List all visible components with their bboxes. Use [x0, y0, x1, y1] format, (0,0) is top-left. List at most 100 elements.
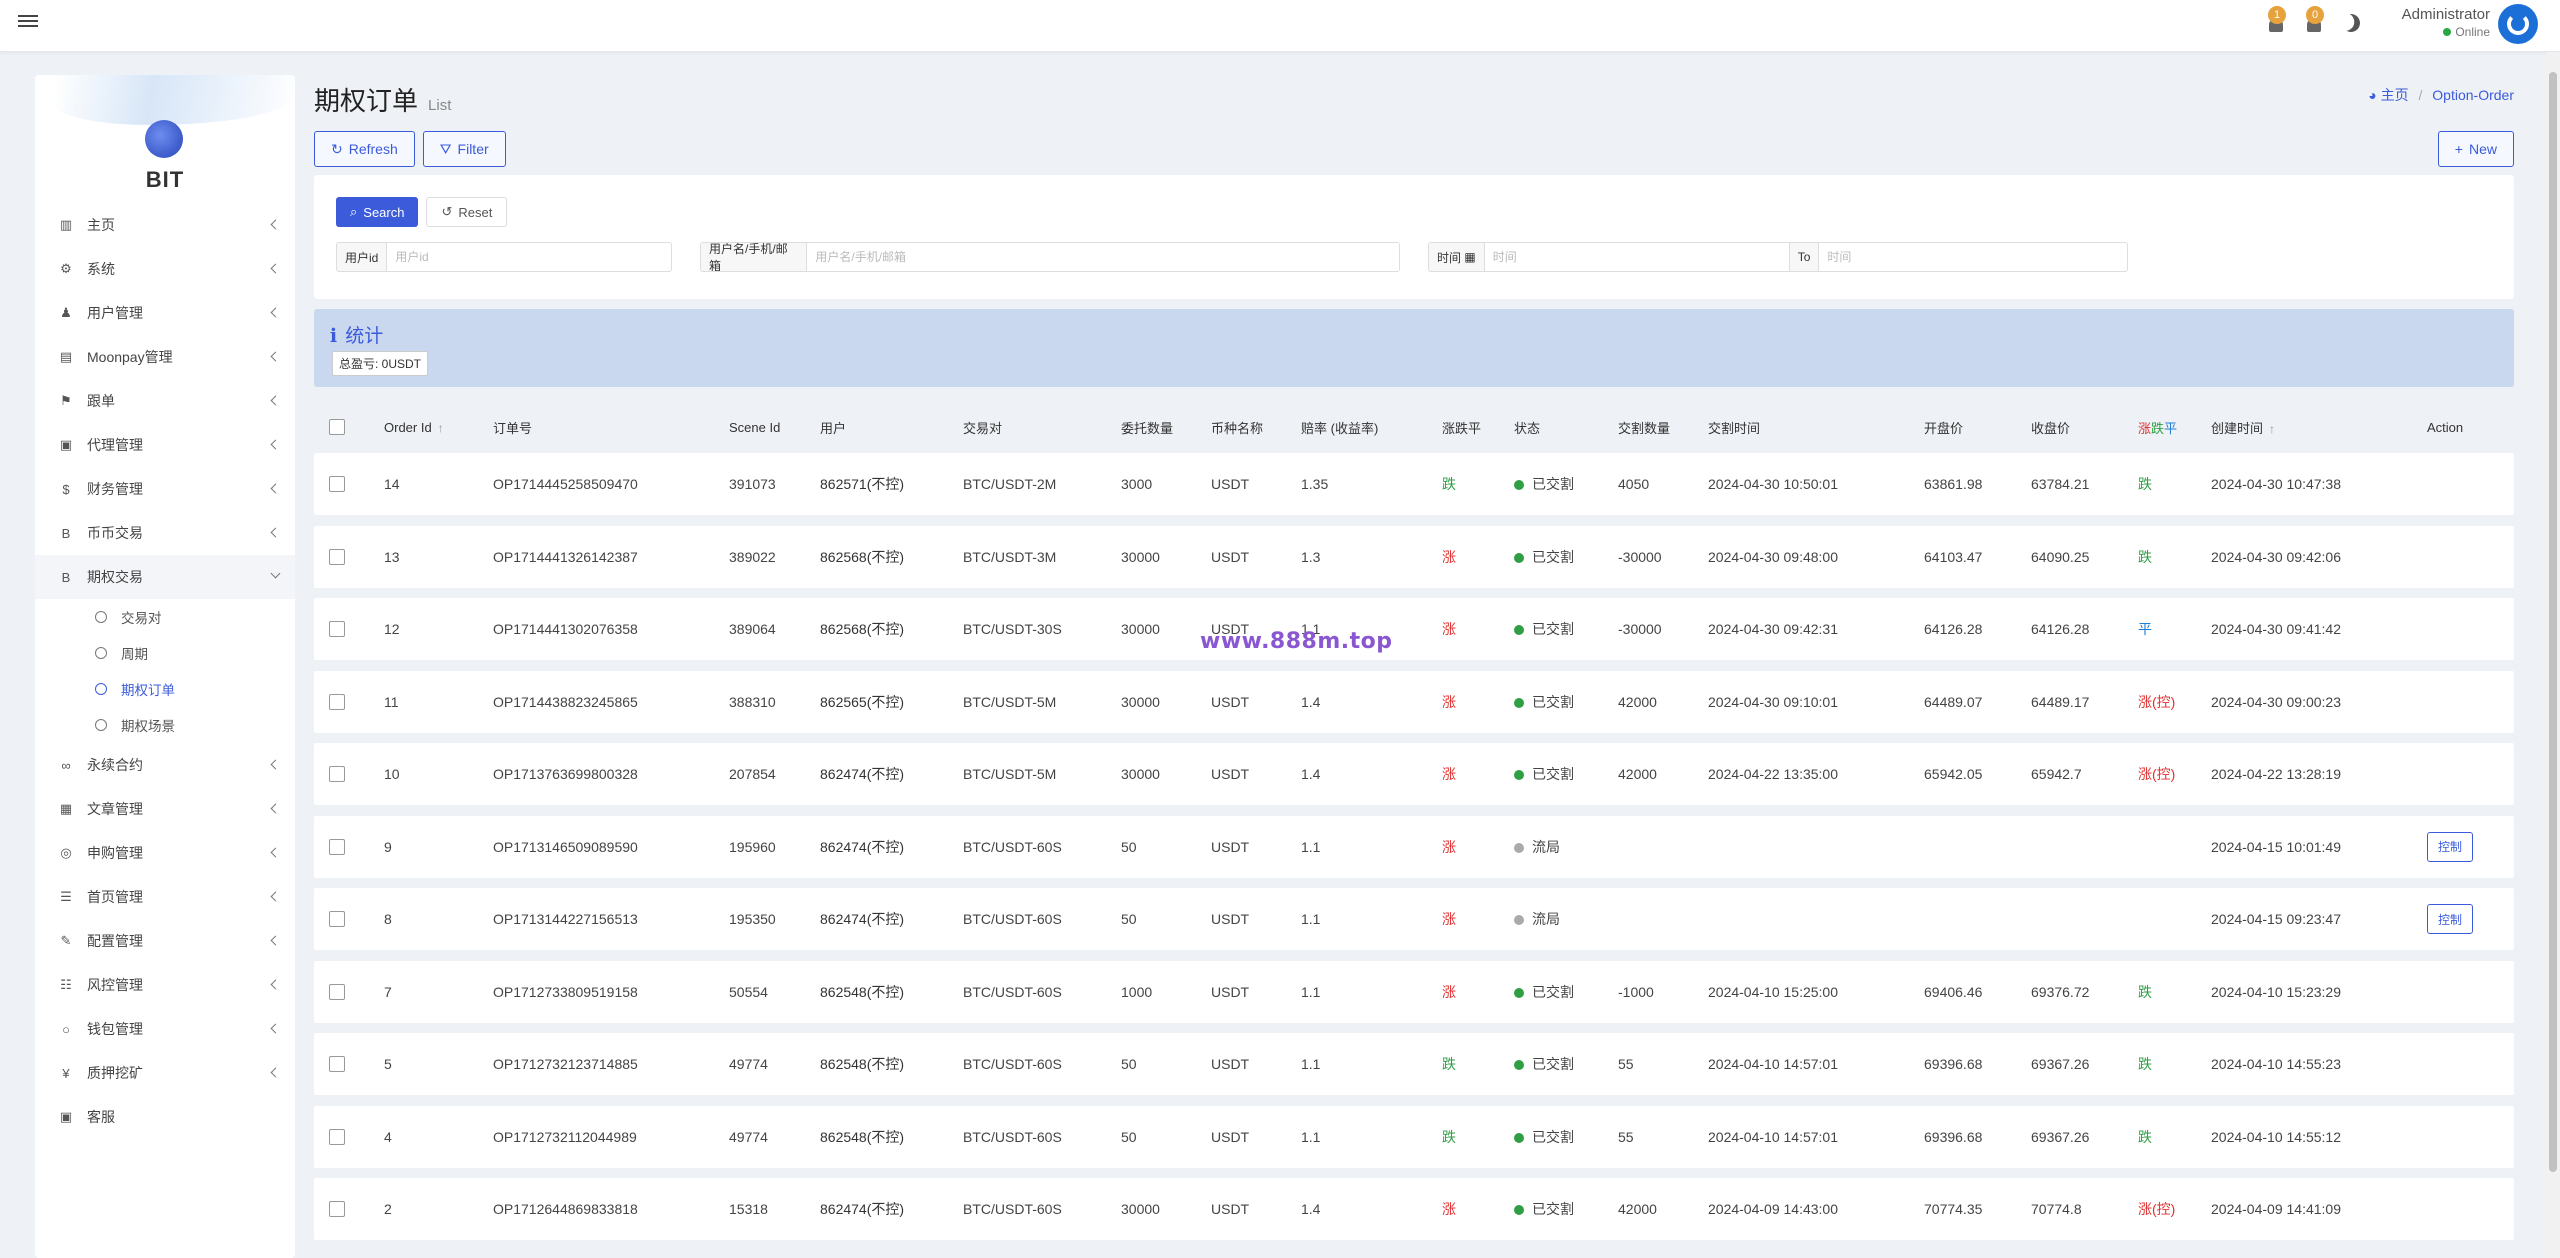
avatar[interactable] [2498, 4, 2538, 44]
result-legend-up: 涨 [2138, 420, 2152, 436]
cell-dir: 涨 [1442, 548, 1456, 565]
sidebar-item-1-items_after[interactable]: ▦ 文章管理 [35, 787, 295, 831]
message-bell-icon[interactable]: 0 [2304, 6, 2326, 36]
column-header-label: Order Id [384, 419, 432, 435]
total-profit-tag: 总盈亏: 0USDT [332, 351, 429, 376]
row-checkbox[interactable] [329, 983, 345, 1000]
sidebar-item-8-items_after[interactable]: ▣ 客服 [35, 1095, 295, 1139]
control-button[interactable]: 控制 [2427, 904, 2474, 934]
filter-button[interactable]: ⛛ Filter [422, 131, 506, 167]
row-checkbox[interactable] [329, 1056, 345, 1072]
sidebar-item-7-items_after[interactable]: ¥ 质押挖矿 [35, 1051, 295, 1095]
row-checkbox[interactable] [329, 693, 345, 710]
sidebar-item-label: 客服 [87, 1109, 115, 1125]
column-header[interactable]: 创建时间 ↑ [2211, 418, 2427, 437]
cell-open: 70774.35 [1924, 1201, 1983, 1217]
column-header: Action [2427, 420, 2507, 435]
cell-qty: 30000 [1121, 621, 1160, 637]
status-dot-icon [1514, 842, 1524, 853]
cell-qty: 50 [1121, 1056, 1137, 1072]
sidebar-item-6-items[interactable]: $ 财务管理 [35, 467, 295, 511]
chevron-left-icon [270, 759, 281, 770]
control-button[interactable]: 控制 [2427, 831, 2474, 862]
cell-qty: 50 [1121, 838, 1137, 855]
sort-up-icon[interactable]: ↑ [437, 420, 444, 435]
cell-order-no: OP1713146509089590 [493, 838, 638, 855]
notification-bell-icon[interactable]: 1 [2266, 6, 2288, 36]
cell-settle-time: 2024-04-22 13:35:00 [1708, 766, 1838, 782]
user-info[interactable]: Administrator Online [2402, 6, 2490, 39]
hamburger-menu-icon[interactable] [18, 12, 38, 32]
row-checkbox[interactable] [329, 621, 345, 637]
sidebar-item-6-items_after[interactable]: ○ 钱包管理 [35, 1007, 295, 1051]
sidebar-item-0-items_after[interactable]: ∞ 永续合约 [35, 743, 295, 787]
cell-status: 已交割 [1514, 692, 1618, 712]
sidebar-item-4-items[interactable]: ⚑ 跟单 [35, 379, 295, 423]
card-icon: ▤ [59, 349, 73, 364]
cell-order-no: OP1712732123714885 [493, 1056, 638, 1072]
time-label: 时间 ▦ [1429, 243, 1485, 271]
cell-coin: USDT [1211, 766, 1250, 782]
row-checkbox[interactable] [329, 766, 345, 782]
cell-user: 862571(不控) [820, 476, 905, 492]
sidebar-item-5-items[interactable]: ▣ 代理管理 [35, 423, 295, 467]
cell-order-no: OP1712644869833818 [493, 1201, 638, 1217]
cell-status: 流局 [1514, 909, 1618, 929]
sidebar-item-1-items[interactable]: ⚙ 系统 [35, 247, 295, 291]
cell-pair: BTC/USDT-5M [963, 693, 1057, 710]
sidebar-item-2-items[interactable]: ♟ 用户管理 [35, 291, 295, 335]
reset-button[interactable]: ↺ Reset [426, 197, 508, 227]
row-checkbox[interactable] [329, 476, 345, 492]
sidebar-item-7-items[interactable]: B 币币交易 [35, 511, 295, 555]
cell-qty: 30000 [1121, 1201, 1160, 1217]
sidebar-item-5-items_after[interactable]: ☷ 风控管理 [35, 963, 295, 1007]
lifebuoy-icon: ◎ [60, 845, 72, 860]
status-dot-icon [1514, 770, 1524, 780]
row-select-cell [314, 1128, 384, 1145]
column-header-label: Action [2427, 419, 2464, 435]
refresh-button[interactable]: ↻ Refresh [314, 131, 415, 167]
submenu-item-1[interactable]: 周期 [35, 635, 295, 671]
moon-icon[interactable] [2339, 11, 2362, 34]
time-end-input[interactable] [1819, 243, 2120, 271]
table-row: 14 OP1714445258509470 391073 862571(不控) BTC/… [314, 453, 2514, 515]
new-button[interactable]: + New [2437, 131, 2514, 167]
cell-user: 862474(不控) [820, 911, 905, 927]
row-checkbox[interactable] [329, 1128, 345, 1145]
row-checkbox[interactable] [329, 548, 345, 565]
sidebar-item-8-items[interactable]: B 期权交易 [35, 555, 295, 599]
result-legend-flat: 平 [2164, 420, 2178, 436]
sidebar-item-3-items[interactable]: ▤ Moonpay管理 [35, 335, 295, 379]
sidebar-item-0-items[interactable]: ▥ 主页 [35, 203, 295, 247]
row-checkbox[interactable] [329, 911, 345, 927]
user-input[interactable] [807, 243, 1399, 271]
column-header-label: 币种名称 [1211, 420, 1264, 436]
page-scrollbar[interactable] [2546, 52, 2560, 1258]
time-start-input[interactable] [1484, 243, 1789, 271]
search-button[interactable]: ⌕ Search [336, 197, 419, 227]
sidebar-item-2-items_after[interactable]: ◎ 申购管理 [35, 831, 295, 875]
row-select-cell [314, 983, 384, 1000]
scrollbar-thumb[interactable] [2549, 72, 2557, 1172]
cell-order-no: OP1714438823245865 [493, 693, 638, 710]
submenu-item-0[interactable]: 交易对 [35, 599, 295, 635]
sort-up-icon[interactable]: ↑ [2269, 421, 2276, 436]
sidebar-item-3-items_after[interactable]: ☰ 首页管理 [35, 875, 295, 919]
sidebar-item-label: 主页 [87, 217, 115, 233]
stats-panel: ℹ 统计 总盈亏: 0USDT [314, 309, 2514, 387]
table-row: 12 OP1714441302076358 389064 862568(不控) BTC/… [314, 598, 2514, 660]
column-header: 用户 [820, 418, 963, 437]
cell-scene: 50554 [729, 983, 768, 1000]
sidebar-item-4-items_after[interactable]: ✎ 配置管理 [35, 919, 295, 963]
row-checkbox[interactable] [329, 1201, 345, 1217]
column-header[interactable]: Order Id ↑ [384, 420, 493, 435]
row-checkbox[interactable] [329, 838, 345, 855]
userid-input[interactable] [387, 243, 668, 271]
select-all-checkbox[interactable] [329, 419, 345, 435]
chart-icon: ▥ [59, 217, 73, 232]
submenu-item-3[interactable]: 期权场景 [35, 707, 295, 743]
submenu-item-2[interactable]: 期权订单 [35, 671, 295, 707]
wrench-icon: ✎ [60, 933, 72, 948]
table-row: 9 OP1713146509089590 195960 862474(不控) BTC/U… [314, 815, 2514, 878]
breadcrumb-home[interactable]: 主页 [2380, 87, 2409, 103]
